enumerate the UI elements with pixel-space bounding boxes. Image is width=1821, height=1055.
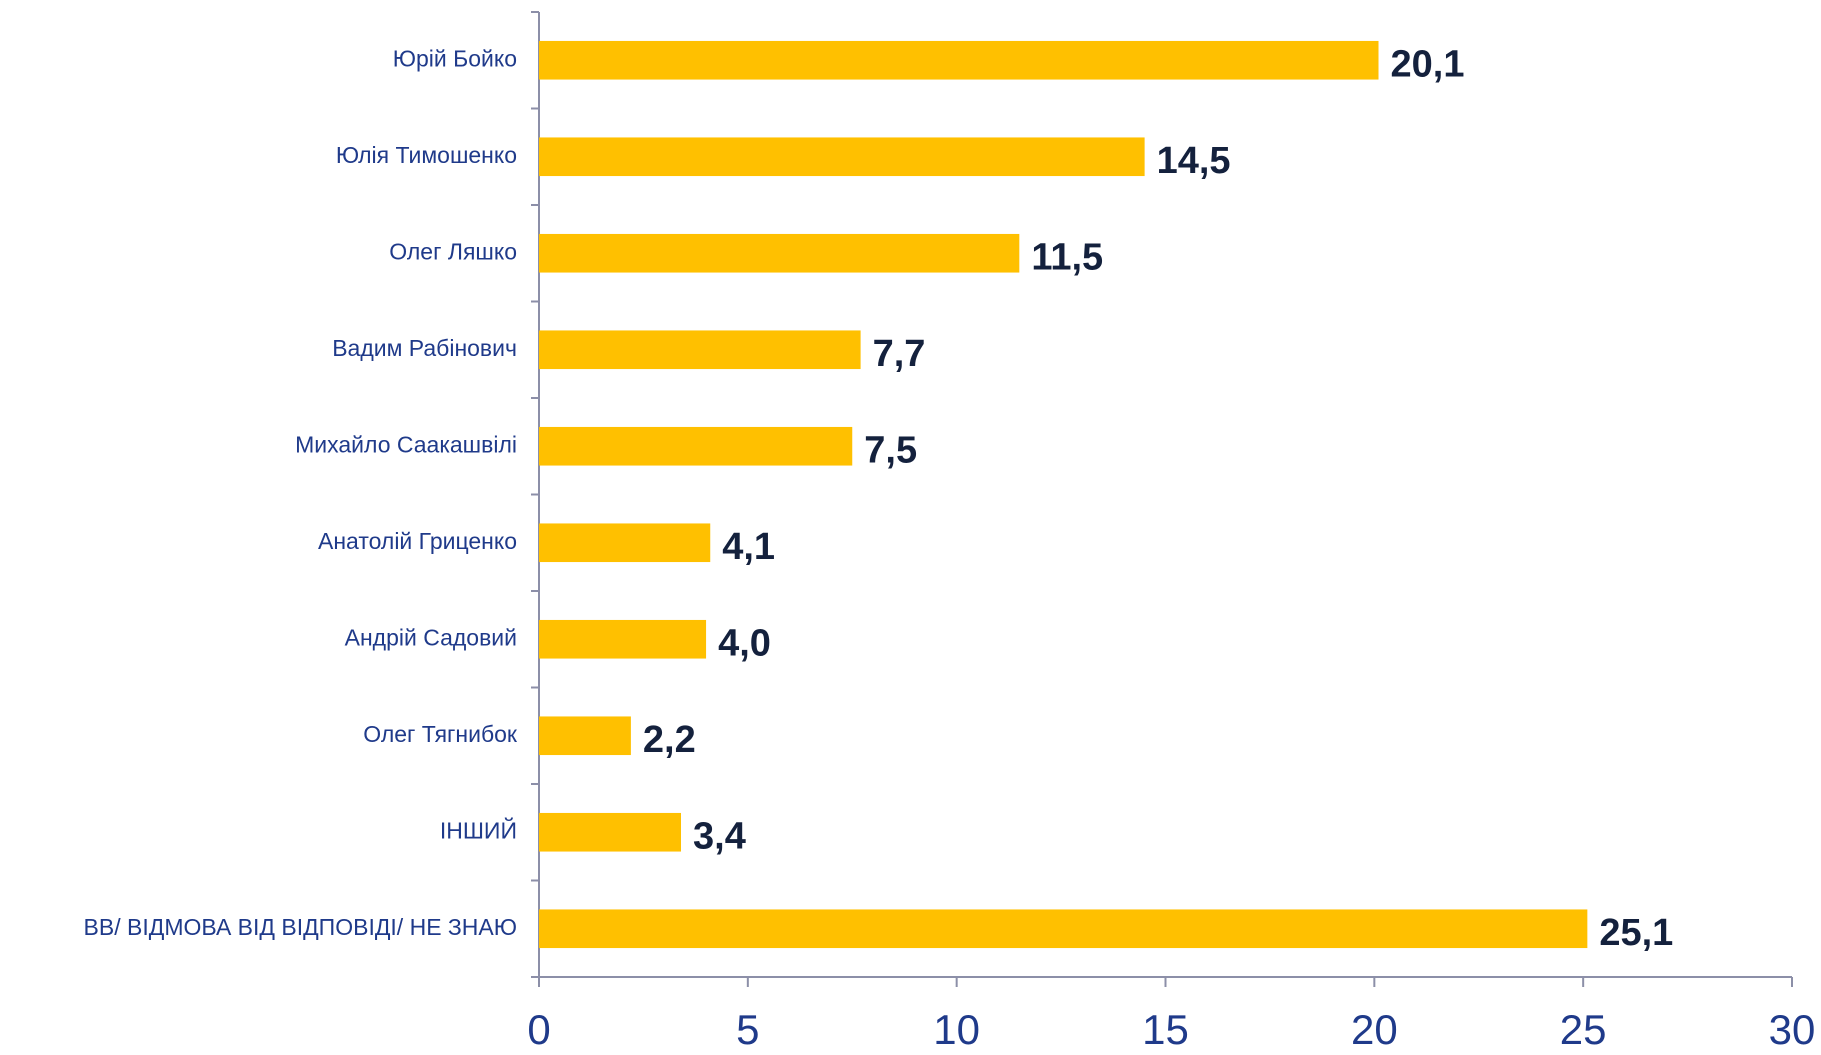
x-tick-label: 30 — [1769, 1006, 1816, 1053]
bar — [539, 137, 1145, 177]
category-label: Юрій Бойко — [393, 45, 517, 71]
bar — [539, 619, 707, 659]
value-label: 11,5 — [1031, 236, 1103, 278]
category-label: Юлія Тимошенко — [336, 142, 517, 168]
x-tick-label: 10 — [933, 1006, 980, 1053]
value-label: 14,5 — [1157, 140, 1231, 182]
category-label: Михайло Саакашвілі — [295, 431, 517, 457]
category-label: Олег Тягнибок — [363, 721, 518, 747]
category-label: Олег Ляшко — [389, 238, 517, 264]
bar — [539, 812, 682, 852]
bar — [539, 909, 1588, 949]
value-label: 7,5 — [864, 429, 917, 471]
bar — [539, 40, 1379, 80]
value-label: 25,1 — [1599, 912, 1673, 954]
category-label: ВВ/ ВІДМОВА ВІД ВІДПОВІДІ/ НЕ ЗНАЮ — [84, 914, 517, 940]
bar — [539, 716, 631, 756]
value-label: 4,1 — [722, 526, 775, 568]
value-label: 4,0 — [718, 622, 771, 664]
value-label: 2,2 — [643, 719, 696, 761]
value-label: 7,7 — [873, 333, 926, 375]
category-label: Анатолій Гриценко — [318, 528, 517, 554]
x-tick-label: 0 — [527, 1006, 550, 1053]
x-tick-label: 25 — [1560, 1006, 1607, 1053]
value-label: 20,1 — [1391, 43, 1465, 85]
bar — [539, 523, 711, 563]
x-tick-label: 20 — [1351, 1006, 1398, 1053]
x-tick-label: 5 — [736, 1006, 759, 1053]
category-label: ІНШИЙ — [440, 816, 517, 843]
bar — [539, 426, 853, 466]
bar — [539, 233, 1020, 273]
category-label: Андрій Садовий — [345, 624, 517, 650]
x-tick-label: 15 — [1142, 1006, 1189, 1053]
bar — [539, 330, 861, 370]
value-label: 3,4 — [693, 815, 746, 857]
category-label: Вадим Рабінович — [332, 335, 517, 361]
